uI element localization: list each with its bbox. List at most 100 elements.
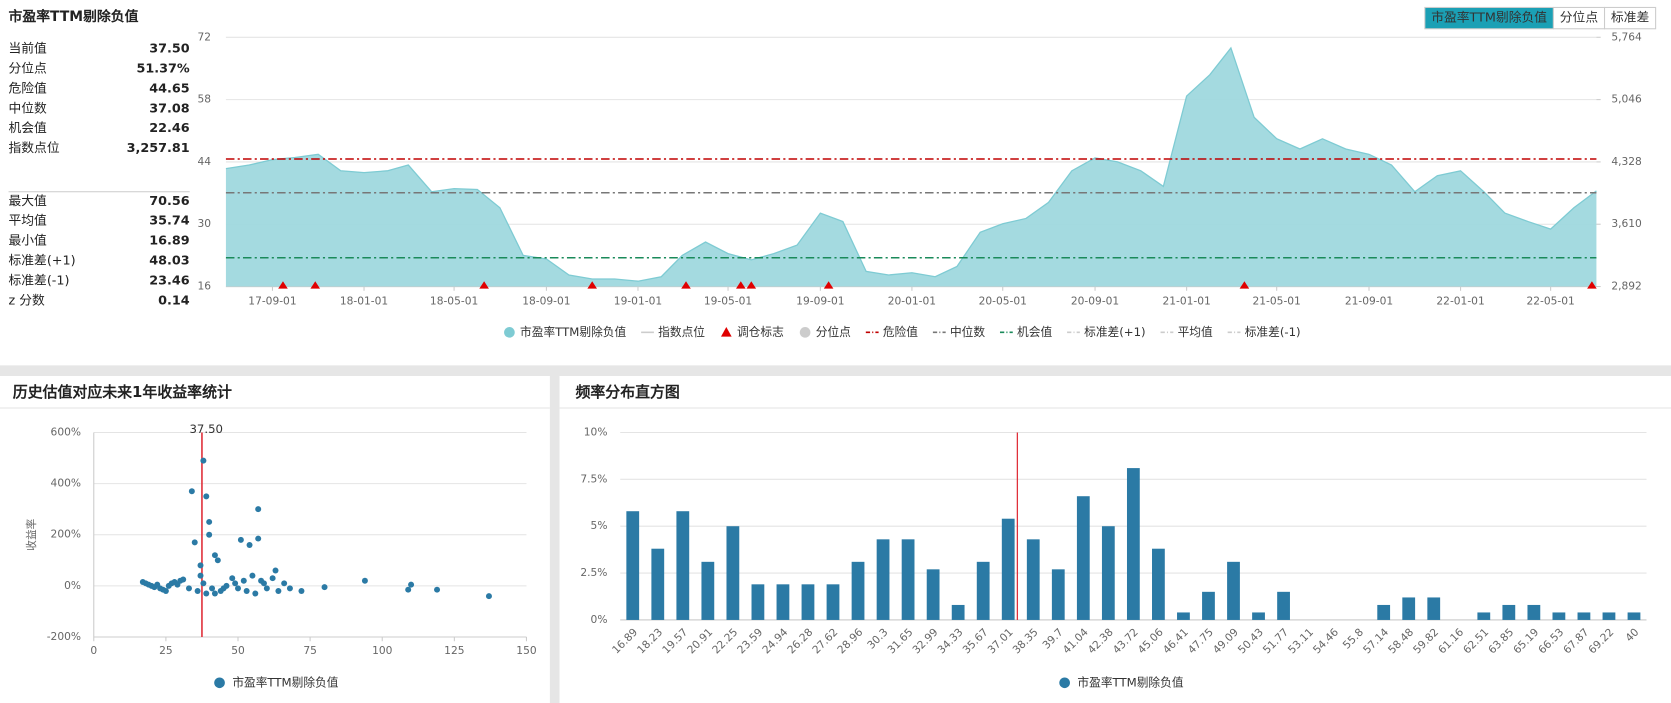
bar (676, 511, 690, 620)
x-tick-label: 19-05-01 (704, 294, 752, 307)
x-tick-label: 21-05-01 (1253, 294, 1301, 307)
legend-label[interactable]: 中位数 (950, 325, 985, 339)
x-tick-label: 50 (231, 644, 245, 657)
y-tick-label: 10% (584, 425, 608, 438)
bar (1427, 597, 1441, 620)
bar (901, 539, 915, 620)
x-tick-label: 20-01-01 (888, 294, 936, 307)
stat-label: z 分数 (9, 293, 46, 308)
bar (1101, 526, 1115, 620)
stat-label: 分位点 (9, 61, 48, 76)
rebalance-marker (1239, 281, 1250, 289)
bar (1076, 496, 1090, 620)
scatter-point (194, 587, 201, 594)
legend-label[interactable]: 调仓标志 (737, 325, 784, 339)
x-tick-label: 61.16 (1435, 625, 1466, 656)
x-tick-label: 65.19 (1511, 625, 1542, 656)
x-tick-label: 19-01-01 (614, 294, 662, 307)
legend-label[interactable]: 市盈率TTM剔除负值 (232, 675, 338, 689)
scatter-point (272, 567, 279, 574)
bar (1627, 612, 1641, 620)
x-tick-label: 58.48 (1385, 625, 1416, 656)
y-tick-label: 5% (591, 519, 608, 532)
legend-symbol (720, 327, 732, 337)
legend-symbol (1059, 677, 1070, 689)
bar (826, 584, 840, 620)
legend-label[interactable]: 标准差(-1) (1245, 325, 1301, 339)
legend-symbol (799, 327, 811, 338)
stat-value: 51.37% (137, 61, 190, 76)
tab-label[interactable]: 市盈率TTM剔除负值 (1431, 10, 1547, 26)
stat-value: 70.56 (149, 194, 190, 209)
tab-label[interactable]: 标准差 (1611, 11, 1649, 26)
bar (1277, 591, 1290, 620)
stat-value: 3,257.81 (127, 141, 190, 156)
page-title: 市盈率TTM剔除负值 (9, 8, 139, 25)
x-tick-label: 31.65 (885, 626, 916, 657)
x-tick-label: 20-05-01 (979, 294, 1027, 307)
panel-title: 频率分布直方图 (575, 383, 679, 401)
legend-label[interactable]: 机会值 (1017, 325, 1052, 339)
x-tick-label: 41.04 (1060, 625, 1091, 656)
scatter-point (298, 587, 305, 594)
x-tick-label: 67.87 (1561, 626, 1592, 657)
stat-label: 指数点位 (9, 141, 60, 156)
x-tick-label: 0 (90, 644, 97, 657)
legend-label[interactable]: 指数点位 (658, 325, 705, 339)
area-line (225, 46, 1597, 282)
y2-tick-label: 4,328 (1611, 155, 1642, 168)
y-tick-label: 30 (197, 217, 211, 230)
rebalance-marker (310, 281, 321, 289)
scatter-point (209, 585, 216, 592)
x-tick-label: 27.62 (810, 626, 841, 657)
legend-label[interactable]: 市盈率TTM剔除负值 (1077, 675, 1183, 689)
x-tick-label: 18.23 (634, 626, 665, 657)
scatter-point (206, 531, 213, 538)
tab-label[interactable]: 分位点 (1560, 11, 1599, 26)
x-tick-label: 26.28 (785, 625, 816, 656)
legend-label[interactable]: 危险值 (883, 325, 918, 339)
scatter-point (229, 575, 236, 582)
scatter-point (235, 585, 241, 592)
y-tick-label: 0% (591, 613, 608, 626)
x-tick-label: 150 (516, 644, 537, 657)
x-tick-label: 69.22 (1586, 626, 1617, 657)
y-tick-label: 600% (51, 425, 81, 438)
bar (1602, 612, 1616, 620)
x-tick-label: 22-05-01 (1526, 294, 1574, 307)
legend-label[interactable]: 标准差(+1) (1084, 325, 1146, 339)
area-fill (225, 47, 1597, 287)
x-tick-label: 125 (444, 644, 464, 657)
x-tick-label: 43.72 (1110, 626, 1141, 657)
y-tick-label: 7.5% (580, 472, 607, 485)
scatter-point (191, 539, 198, 546)
bar (801, 584, 815, 620)
tab[interactable] (1603, 6, 1657, 30)
rebalance-marker (587, 281, 597, 289)
bar (1051, 569, 1065, 620)
legend-label[interactable]: 分位点 (816, 325, 851, 339)
stat-label: 危险值 (9, 80, 48, 96)
x-tick-label: 47.75 (1185, 626, 1216, 657)
y-tick-label: 400% (51, 477, 81, 490)
x-tick-label: 21-09-01 (1345, 294, 1393, 307)
legend-label[interactable]: 市盈率TTM剔除负值 (520, 325, 626, 339)
bar (726, 526, 740, 620)
x-tick-label: 42.38 (1085, 625, 1116, 656)
stat-value: 23.46 (149, 274, 190, 289)
x-tick-label: 46.41 (1160, 626, 1191, 657)
stat-value: 16.89 (149, 234, 190, 249)
x-tick-label: 17-09-01 (248, 294, 296, 307)
current-label: 37.50 (189, 422, 223, 436)
bar (1377, 604, 1391, 620)
scatter-point (260, 580, 267, 587)
x-tick-label: 45.06 (1135, 625, 1166, 656)
legend-label[interactable]: 平均值 (1178, 325, 1213, 339)
y2-tick-label: 2,892 (1611, 280, 1641, 293)
x-tick-label: 54.46 (1310, 625, 1341, 656)
x-tick-label: 38.35 (1010, 626, 1041, 657)
stat-label: 标准差(+1) (9, 254, 76, 269)
x-tick-label: 28.96 (835, 625, 866, 656)
x-tick-label: 23.59 (735, 625, 766, 656)
